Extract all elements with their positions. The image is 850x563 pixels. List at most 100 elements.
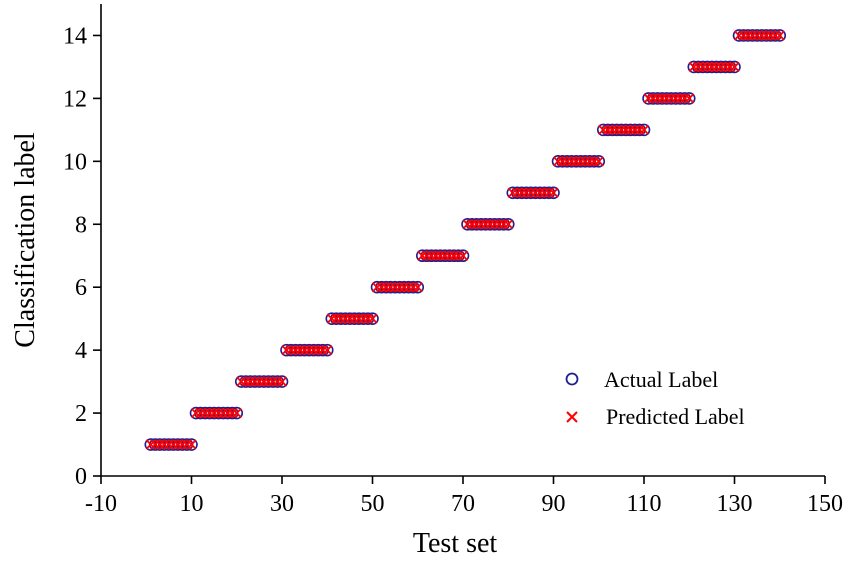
- predicted-label-point: [684, 93, 695, 104]
- predicted-label-point: [656, 93, 668, 104]
- legend-label-actual-label: Actual Label: [604, 367, 718, 392]
- x-tick-label: 10: [180, 491, 204, 517]
- predicted-label-point: [317, 344, 328, 356]
- predicted-label-point: [154, 439, 165, 450]
- predicted-label-point: [670, 93, 681, 104]
- x-tick-label: -10: [85, 491, 117, 517]
- predicted-label-point: [344, 313, 356, 324]
- predicted-label-point: [634, 124, 645, 136]
- predicted-label-point: [521, 187, 532, 198]
- predicted-label-point: [512, 187, 523, 198]
- y-tick-label: 12: [63, 86, 87, 112]
- predicted-label-point: [218, 407, 229, 419]
- predicted-label-point: [733, 30, 745, 41]
- predicted-label-point: [331, 313, 342, 324]
- predicted-label-point: [688, 61, 699, 73]
- predicted-label-point: [417, 250, 428, 261]
- predicted-label-point: [675, 93, 686, 104]
- predicted-label-point: [294, 344, 306, 356]
- predicted-label-point: [358, 313, 369, 324]
- predicted-label-point: [652, 93, 663, 104]
- predicted-label-point: [575, 156, 586, 167]
- predicted-label-point: [408, 282, 419, 293]
- predicted-label-point: [589, 156, 600, 167]
- predicted-label-point: [430, 250, 441, 261]
- predicted-label-point: [263, 376, 274, 387]
- predicted-label-point: [607, 124, 618, 136]
- predicted-label-point: [489, 219, 500, 230]
- predicted-label-point: [159, 439, 170, 450]
- y-tick-label: 2: [75, 401, 87, 427]
- y-tick-label: 14: [63, 23, 87, 49]
- predicted-label-point: [272, 376, 283, 387]
- predicted-label-point: [281, 344, 292, 356]
- predicted-label-point: [453, 250, 464, 261]
- predicted-label-point: [181, 439, 193, 450]
- plot-area: [144, 29, 787, 451]
- predicted-label-point: [353, 313, 365, 324]
- predicted-label-point: [313, 344, 324, 356]
- predicted-label-point: [245, 376, 256, 387]
- legend: Actual Label Predicted Label: [565, 367, 745, 429]
- x-tick-label: 110: [626, 491, 661, 517]
- predicted-label-point: [258, 376, 270, 387]
- predicted-label-point: [249, 376, 260, 387]
- predicted-label-point: [697, 61, 708, 73]
- predicted-label-point: [552, 156, 564, 167]
- y-axis-label: Classification label: [10, 132, 41, 348]
- predicted-label-point: [543, 187, 555, 198]
- predicted-label-point: [421, 250, 432, 261]
- predicted-label-point: [371, 282, 383, 293]
- predicted-label-point: [693, 61, 704, 73]
- predicted-label-point: [389, 282, 401, 293]
- predicted-label-point: [475, 219, 487, 230]
- predicted-label-point: [761, 30, 772, 41]
- predicted-label-point: [349, 313, 360, 324]
- predicted-label-point: [661, 93, 672, 104]
- predicted-label-point: [611, 124, 622, 136]
- predicted-label-point: [308, 344, 319, 356]
- x-tick-label: 150: [807, 491, 843, 517]
- predicted-label-point: [756, 30, 767, 41]
- x-axis-ticks: -10 10 30 50 70 90 110 130 150: [85, 476, 843, 517]
- x-axis-label: Test set: [413, 528, 498, 559]
- predicted-label-point: [480, 219, 491, 230]
- predicted-label-point: [227, 407, 238, 419]
- x-tick-label: 130: [717, 491, 753, 517]
- predicted-label-point: [598, 124, 609, 136]
- predicted-label-point: [276, 376, 288, 387]
- predicted-label-point: [570, 156, 582, 167]
- predicted-label-point: [403, 282, 414, 293]
- predicted-label-point: [679, 93, 690, 104]
- x-tick-label: 30: [270, 491, 294, 517]
- predicted-label-point: [254, 376, 265, 387]
- predicted-label-point: [620, 124, 632, 136]
- predicted-label-point: [530, 187, 541, 198]
- predicted-label-point: [466, 219, 478, 230]
- predicted-label-point: [625, 124, 636, 136]
- predicted-label-point: [471, 219, 482, 230]
- predicted-label-point: [774, 30, 785, 41]
- predicted-label-point: [326, 313, 337, 324]
- predicted-label-point: [485, 219, 496, 230]
- predicted-label-point: [168, 439, 179, 450]
- predicted-label-point: [516, 187, 527, 198]
- x-tick-label: 50: [361, 491, 385, 517]
- predicted-label-point: [208, 407, 220, 419]
- predicted-label-point: [222, 407, 233, 419]
- legend-marker-predicted-label: [566, 411, 578, 423]
- y-tick-label: 8: [75, 212, 87, 238]
- predicted-label-point: [435, 250, 446, 261]
- legend-label-predicted-label: Predicted Label: [606, 404, 745, 429]
- predicted-label-point: [399, 282, 410, 293]
- predicted-label-point: [580, 156, 591, 167]
- predicted-label-point: [706, 61, 718, 73]
- predicted-label-point: [539, 187, 550, 198]
- predicted-label-point: [720, 61, 731, 73]
- predicted-label-point: [494, 219, 505, 230]
- predicted-label-point: [561, 156, 573, 167]
- predicted-label-point: [557, 156, 568, 167]
- predicted-label-point: [738, 30, 749, 41]
- y-tick-label: 6: [75, 275, 87, 301]
